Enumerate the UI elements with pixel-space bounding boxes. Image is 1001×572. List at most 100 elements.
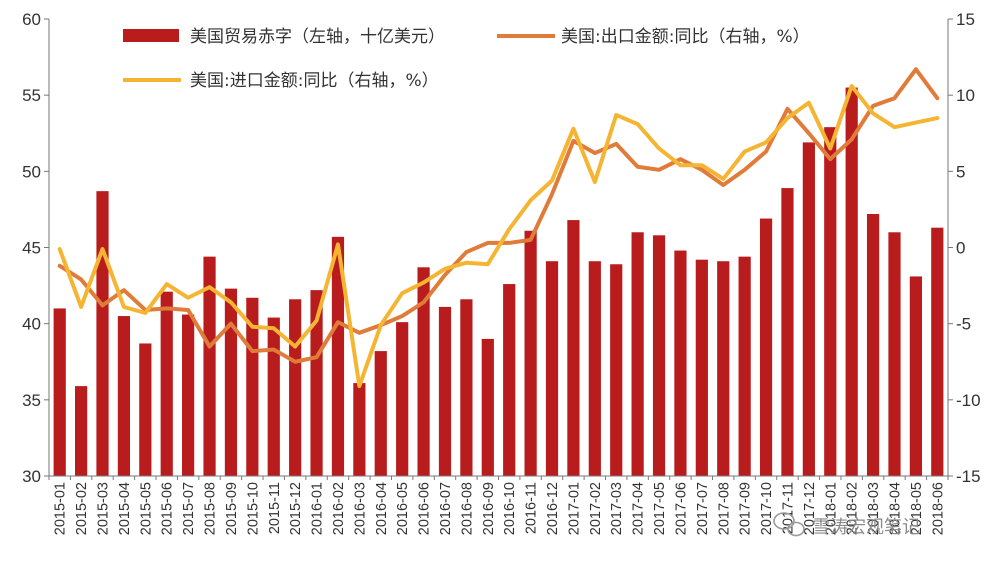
x-tick-label: 2017-10 bbox=[759, 482, 775, 535]
x-tick-label: 2018-04 bbox=[887, 482, 903, 535]
x-tick-label: 2017-04 bbox=[631, 482, 647, 535]
bar-deficit-2017-05 bbox=[652, 235, 666, 476]
bar-deficit-2017-12 bbox=[802, 142, 815, 476]
bar-deficit-2015-08 bbox=[203, 256, 216, 476]
bar-deficit-2017-07 bbox=[695, 259, 708, 476]
bar-deficit-2017-10 bbox=[759, 218, 773, 476]
bar-deficit-2017-09 bbox=[738, 256, 751, 476]
x-tick-label: 2017-06 bbox=[673, 482, 689, 535]
legend: 美国贸易赤字（左轴，十亿美元） 美国:出口金额:同比（右轴，%） 美国:进口金额… bbox=[123, 27, 810, 91]
bar-deficit-2015-02 bbox=[75, 386, 88, 476]
x-tick-label: 2017-11 bbox=[780, 482, 796, 534]
lines-layer bbox=[57, 67, 940, 389]
bar-deficit-2018-05 bbox=[909, 276, 922, 476]
x-tick-label: 2016-06 bbox=[417, 482, 433, 535]
x-tick-label: 2016-02 bbox=[331, 482, 347, 535]
bar-deficit-2016-03 bbox=[353, 383, 366, 476]
right-tick-label: -10 bbox=[956, 391, 981, 410]
x-tick-label: 2015-05 bbox=[138, 482, 154, 535]
x-tick-label: 2016-01 bbox=[310, 482, 326, 535]
bar-deficit-2018-01 bbox=[824, 127, 837, 476]
right-tick-label: 0 bbox=[956, 239, 965, 258]
x-tick-label: 2016-10 bbox=[502, 482, 518, 535]
x-tick-label: 2015-02 bbox=[74, 482, 90, 535]
x-tick-label: 2016-05 bbox=[395, 482, 411, 535]
x-tick-label: 2017-03 bbox=[609, 482, 625, 535]
bars-layer bbox=[53, 87, 944, 477]
left-tick-label: 60 bbox=[22, 10, 41, 29]
right-tick-label: 10 bbox=[956, 86, 975, 105]
bar-deficit-2017-03 bbox=[610, 264, 623, 476]
x-tick-label: 2018-01 bbox=[823, 482, 839, 535]
bar-deficit-2016-02 bbox=[331, 236, 345, 476]
right-tick-label: 15 bbox=[956, 10, 975, 29]
bar-deficit-2017-01 bbox=[567, 220, 580, 476]
x-tick-label: 2017-05 bbox=[652, 482, 668, 535]
bar-deficit-2017-02 bbox=[588, 261, 601, 476]
bar-deficit-2015-05 bbox=[139, 343, 152, 476]
bar-deficit-2015-12 bbox=[289, 299, 302, 476]
x-tick-label: 2018-02 bbox=[845, 482, 861, 535]
x-tick-label: 2015-01 bbox=[53, 482, 69, 535]
bar-deficit-2017-04 bbox=[631, 232, 644, 476]
x-tick-label: 2015-06 bbox=[160, 482, 176, 535]
x-tick-label: 2017-01 bbox=[566, 482, 582, 535]
legend-label-export: 美国:出口金额:同比（右轴，%） bbox=[561, 27, 810, 47]
bar-deficit-2016-09 bbox=[481, 338, 494, 476]
bar-deficit-2015-11 bbox=[267, 317, 280, 476]
x-tick-label: 2018-06 bbox=[930, 482, 946, 535]
x-tick-label: 2016-09 bbox=[481, 482, 497, 535]
x-tick-label: 2015-11 bbox=[267, 482, 283, 534]
bar-deficit-2015-10 bbox=[246, 297, 259, 476]
x-tick-label: 2016-08 bbox=[459, 482, 475, 535]
left-tick-label: 40 bbox=[22, 315, 41, 334]
x-tick-label: 2015-04 bbox=[117, 482, 133, 535]
right-tick-label: 5 bbox=[956, 162, 965, 181]
x-tick-label: 2015-09 bbox=[224, 482, 240, 535]
x-tick-label: 2016-04 bbox=[374, 482, 390, 535]
left-tick-label: 50 bbox=[22, 162, 41, 181]
x-tick-label: 2015-03 bbox=[96, 482, 112, 535]
legend-swatch-bar bbox=[123, 29, 179, 42]
bar-deficit-2016-01 bbox=[310, 290, 323, 476]
bar-deficit-2015-09 bbox=[224, 288, 238, 476]
x-tick-label: 2017-07 bbox=[695, 482, 711, 535]
bar-deficit-2017-08 bbox=[717, 261, 730, 476]
line-import-yoy bbox=[57, 84, 940, 389]
x-tick-label: 2016-03 bbox=[352, 482, 368, 535]
bar-deficit-2016-10 bbox=[503, 284, 516, 476]
bar-deficit-2018-04 bbox=[888, 232, 901, 476]
x-tick-label: 2016-07 bbox=[438, 482, 454, 535]
x-tick-label: 2017-09 bbox=[738, 482, 754, 535]
bar-deficit-2015-04 bbox=[117, 316, 131, 476]
bar-deficit-2015-06 bbox=[160, 291, 173, 476]
watermark: 雪涛宏观笔记 bbox=[773, 512, 920, 538]
x-tick-label: 2017-08 bbox=[716, 482, 732, 535]
bar-deficit-2018-03 bbox=[866, 213, 880, 477]
ticks-layer: 30 35 40 45 50 55 60 -15 -10 -5 0 5 10 15 2015-01 2015-… bbox=[22, 10, 981, 535]
left-tick-label: 45 bbox=[22, 239, 41, 258]
left-tick-label: 30 bbox=[22, 467, 41, 486]
watermark-text: 雪涛宏观笔记 bbox=[812, 517, 920, 538]
x-tick-label: 2018-03 bbox=[866, 482, 882, 535]
x-tick-label: 2016-11 bbox=[524, 482, 540, 534]
x-tick-label: 2017-02 bbox=[588, 482, 604, 535]
x-tick-label: 2016-12 bbox=[545, 482, 561, 535]
bar-deficit-2016-12 bbox=[545, 261, 559, 476]
bar-deficit-2015-03 bbox=[96, 191, 109, 476]
right-tick-label: -5 bbox=[956, 315, 971, 334]
bar-deficit-2016-06 bbox=[417, 267, 430, 476]
bar-deficit-2016-07 bbox=[438, 306, 452, 476]
bar-deficit-2018-02 bbox=[845, 87, 858, 477]
right-tick-label: -15 bbox=[956, 467, 981, 486]
legend-label-import: 美国:进口金额:同比（右轴，%） bbox=[190, 71, 439, 91]
x-tick-label: 2018-05 bbox=[909, 482, 925, 535]
legend-label-deficit: 美国贸易赤字（左轴，十亿美元） bbox=[190, 27, 445, 47]
bar-deficit-2015-07 bbox=[182, 314, 195, 476]
bar-deficit-2016-05 bbox=[396, 322, 409, 476]
left-tick-label: 55 bbox=[22, 86, 41, 105]
x-tick-label: 2017-12 bbox=[802, 482, 818, 535]
left-tick-label: 35 bbox=[22, 391, 41, 410]
